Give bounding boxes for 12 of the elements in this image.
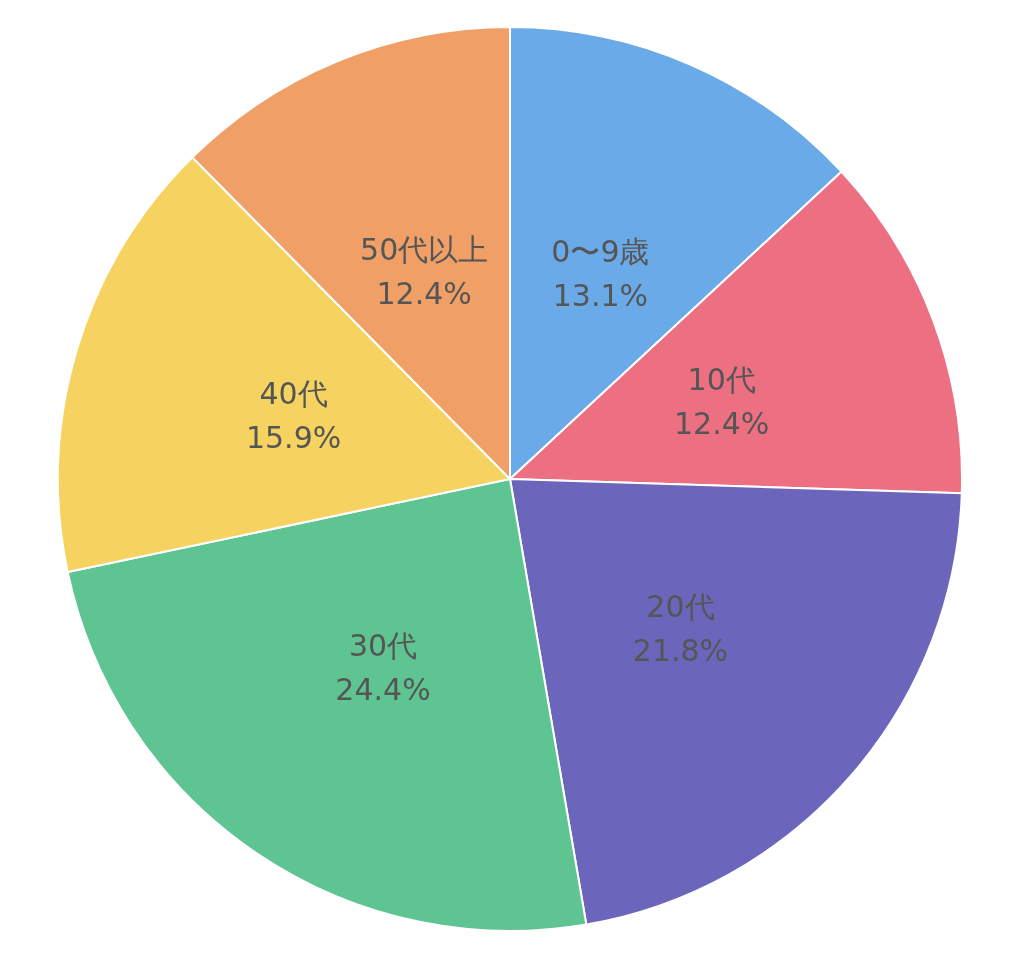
data-label: 21.8% — [632, 633, 729, 669]
data-label: 12.4% — [376, 275, 472, 311]
slice-label: 40代 — [259, 375, 328, 411]
data-label: 15.9% — [245, 419, 342, 455]
slice-label: 10代 — [687, 361, 756, 397]
slice-label: 50代以上 — [360, 231, 489, 267]
slice-label: 0〜9歳 — [551, 233, 650, 269]
slice-label: 30代 — [348, 627, 418, 663]
data-label: 13.1% — [552, 277, 649, 313]
slice-label: 20代 — [646, 589, 715, 625]
data-label: 24.4% — [335, 671, 431, 707]
data-label: 12.4% — [674, 405, 770, 441]
